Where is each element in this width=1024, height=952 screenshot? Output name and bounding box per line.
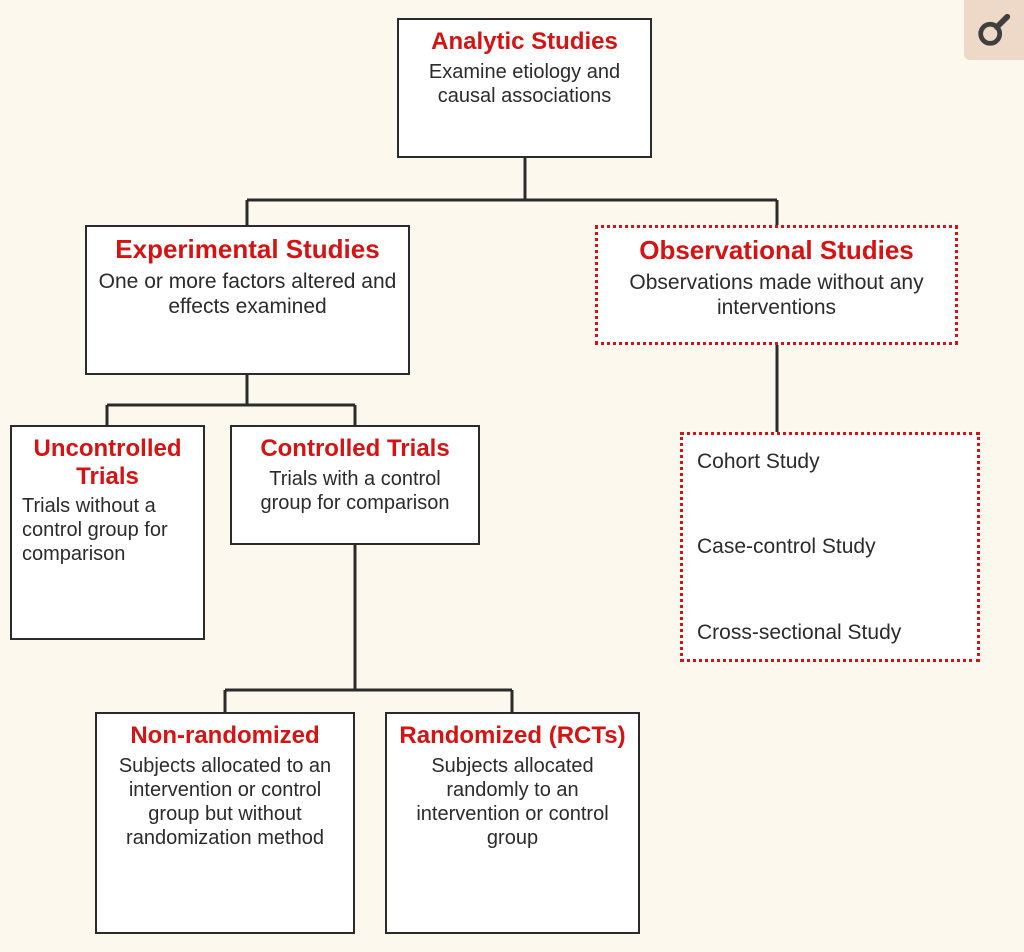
diagram-canvas: Analytic Studies Examine etiology and ca…	[0, 0, 1024, 952]
node-observational-studies: Observational Studies Observations made …	[595, 225, 958, 345]
node-controlled-trials: Controlled Trials Trials with a control …	[230, 425, 480, 545]
node-title: Randomized (RCTs)	[397, 722, 628, 750]
zoom-badge[interactable]	[964, 0, 1024, 60]
node-uncontrolled-trials: Uncontrolled Trials Trials without a con…	[10, 425, 205, 640]
node-title: Controlled Trials	[242, 435, 468, 463]
node-desc: Examine etiology and causal associations	[409, 60, 640, 108]
node-desc: Subjects allocated to an intervention or…	[107, 754, 343, 850]
node-analytic-studies: Analytic Studies Examine etiology and ca…	[397, 18, 652, 158]
list-item: Cohort Study	[697, 449, 963, 474]
list-item: Cross-sectional Study	[697, 620, 963, 645]
node-desc: Trials without a control group for compa…	[22, 494, 193, 566]
node-randomized-rcts: Randomized (RCTs) Subjects allocated ran…	[385, 712, 640, 934]
node-title: Analytic Studies	[409, 28, 640, 56]
node-desc: Trials with a control group for comparis…	[242, 467, 468, 515]
node-title: Observational Studies	[608, 236, 945, 266]
magnifier-icon	[975, 11, 1013, 49]
node-desc: Observations made without any interventi…	[608, 270, 945, 320]
node-title: Experimental Studies	[97, 235, 398, 265]
node-title: Non-randomized	[107, 722, 343, 750]
list-item: Case-control Study	[697, 534, 963, 559]
node-desc: One or more factors altered and effects …	[97, 269, 398, 319]
node-observational-types: Cohort Study Case-control Study Cross-se…	[680, 432, 980, 662]
node-experimental-studies: Experimental Studies One or more factors…	[85, 225, 410, 375]
node-title: Uncontrolled Trials	[22, 435, 193, 490]
node-desc: Subjects allocated randomly to an interv…	[397, 754, 628, 850]
node-non-randomized: Non-randomized Subjects allocated to an …	[95, 712, 355, 934]
